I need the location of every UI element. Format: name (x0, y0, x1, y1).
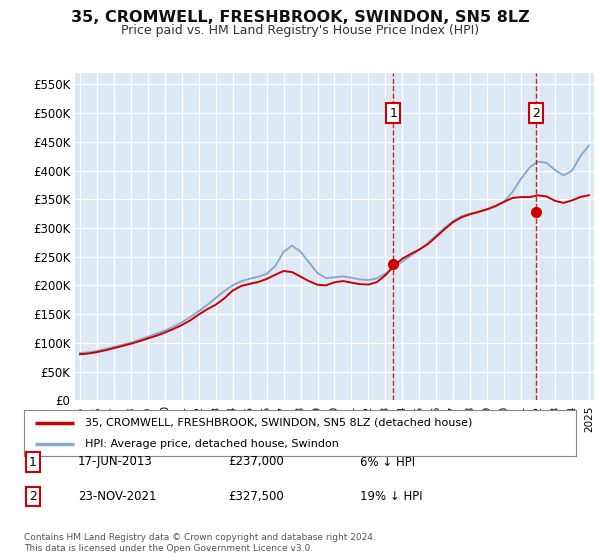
Text: 6% ↓ HPI: 6% ↓ HPI (360, 455, 415, 469)
Text: £237,000: £237,000 (228, 455, 284, 469)
Text: Price paid vs. HM Land Registry's House Price Index (HPI): Price paid vs. HM Land Registry's House … (121, 24, 479, 36)
Text: 17-JUN-2013: 17-JUN-2013 (78, 455, 153, 469)
Text: 19% ↓ HPI: 19% ↓ HPI (360, 490, 422, 503)
Text: 35, CROMWELL, FRESHBROOK, SWINDON, SN5 8LZ (detached house): 35, CROMWELL, FRESHBROOK, SWINDON, SN5 8… (85, 418, 472, 428)
Text: Contains HM Land Registry data © Crown copyright and database right 2024.
This d: Contains HM Land Registry data © Crown c… (24, 533, 376, 553)
Text: 1: 1 (29, 455, 37, 469)
Text: 1: 1 (389, 106, 397, 119)
Text: 23-NOV-2021: 23-NOV-2021 (78, 490, 157, 503)
Text: 35, CROMWELL, FRESHBROOK, SWINDON, SN5 8LZ: 35, CROMWELL, FRESHBROOK, SWINDON, SN5 8… (71, 10, 529, 25)
Text: HPI: Average price, detached house, Swindon: HPI: Average price, detached house, Swin… (85, 439, 338, 449)
Text: 2: 2 (29, 490, 37, 503)
Text: 2: 2 (532, 106, 540, 119)
Text: £327,500: £327,500 (228, 490, 284, 503)
